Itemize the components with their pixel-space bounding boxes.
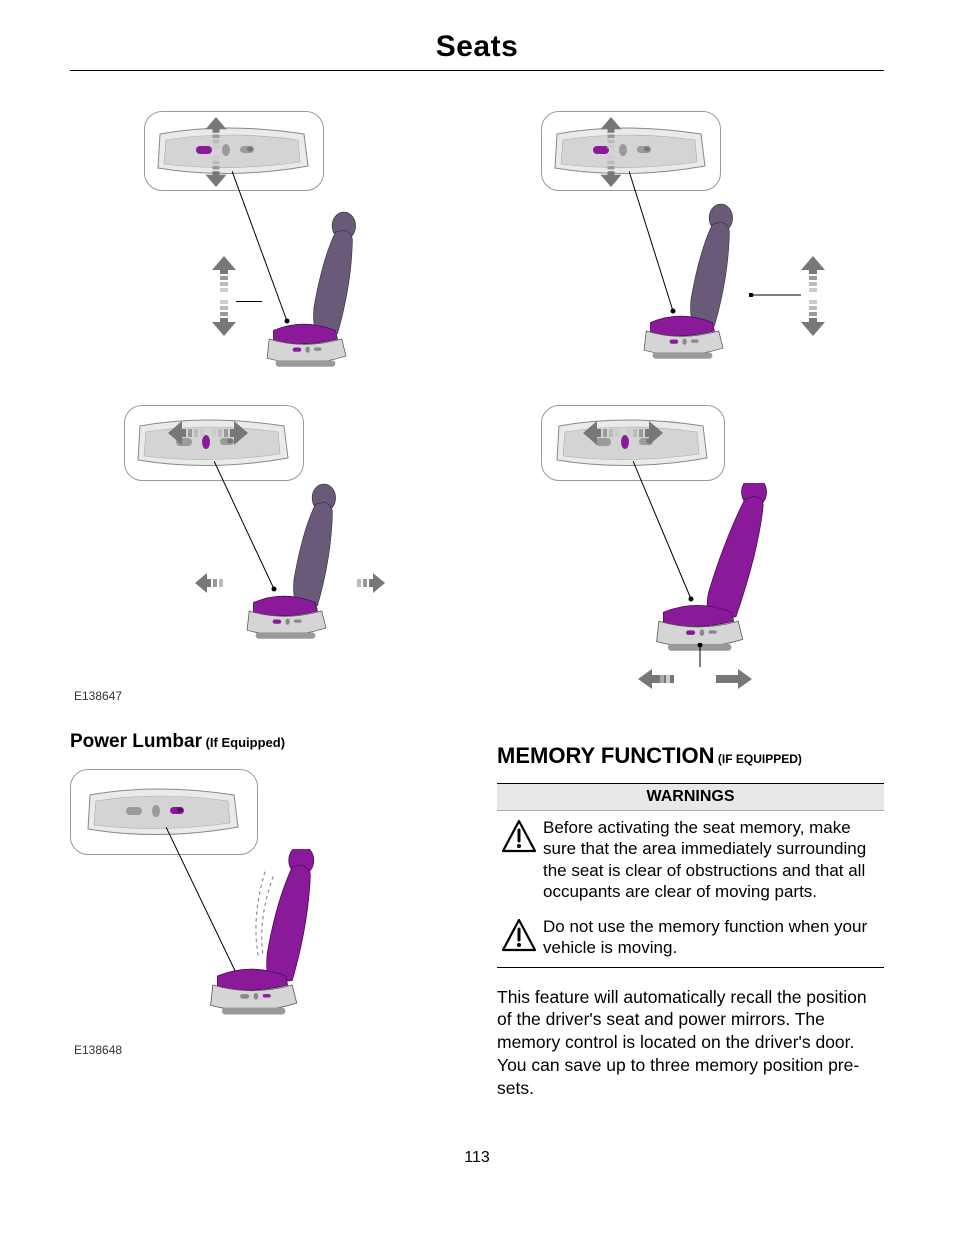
warning-text-1: Before activating the seat memory, make … — [543, 817, 880, 902]
power-lumbar-text: Power Lumbar — [70, 731, 202, 752]
page-title: Seats — [70, 30, 884, 71]
right-column: MEMORY FUNCTION (IF EQUIPPED) WARNINGS B… — [497, 111, 884, 1099]
warning-icon — [501, 817, 543, 902]
warnings-title: WARNINGS — [497, 784, 884, 811]
memory-function-text: MEMORY FUNCTION — [497, 743, 715, 768]
page-number: 113 — [70, 1149, 884, 1167]
warning-item-1: Before activating the seat memory, make … — [497, 811, 884, 910]
figure-label-lumbar: E138648 — [74, 1043, 457, 1057]
figure-label-left: E138647 — [74, 689, 457, 703]
memory-function-heading: MEMORY FUNCTION (IF EQUIPPED) — [497, 743, 884, 769]
figure-recline — [521, 405, 861, 715]
left-column: E138647 Power Lumbar (If Equipped) E1386… — [70, 111, 457, 1099]
warning-item-2: Do not use the memory function when your… — [497, 910, 884, 967]
figure-power-lumbar — [70, 769, 390, 1029]
figure-fore-aft — [94, 405, 434, 675]
memory-body-text: This feature will automatically recall t… — [497, 986, 884, 1100]
memory-function-qual: (IF EQUIPPED) — [715, 752, 802, 766]
warnings-box: WARNINGS Before activating the seat memo… — [497, 783, 884, 968]
power-lumbar-heading: Power Lumbar (If Equipped) — [70, 731, 457, 753]
power-lumbar-qual: (If Equipped) — [202, 735, 285, 750]
warning-icon — [501, 916, 543, 959]
figure-cushion-tilt — [94, 111, 434, 381]
warning-text-2: Do not use the memory function when your… — [543, 916, 880, 959]
figure-seat-height — [521, 111, 861, 381]
